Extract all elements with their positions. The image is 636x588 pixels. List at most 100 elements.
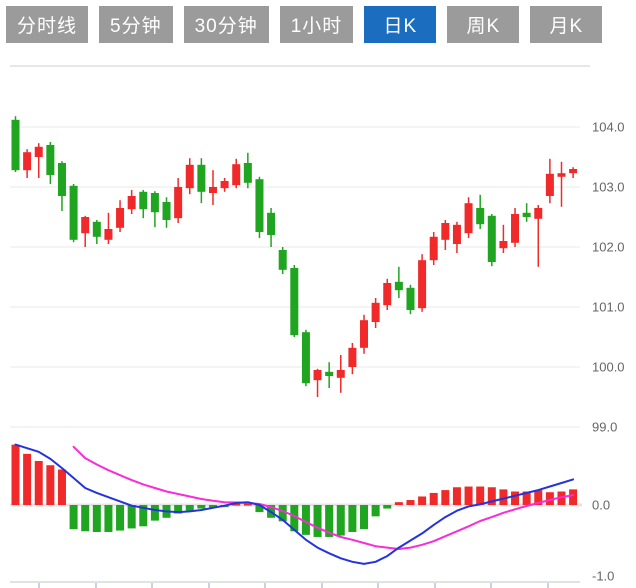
candle-body [197,164,206,192]
tab-30min[interactable]: 30分钟 [183,6,269,43]
macd-bar [511,491,520,505]
tab-weekly-k[interactable]: 周K [447,6,520,43]
candlestick-series [11,116,578,397]
tab-time-line[interactable]: 分时线 [6,6,89,43]
candle [116,200,125,232]
macd-bar [557,491,566,505]
price-tick-label: 100.0 [592,360,625,375]
candle-body [243,163,252,183]
macd-bar [383,505,392,509]
macd-bar [534,490,543,505]
candle [452,221,461,253]
dea-line [72,445,575,550]
tab-5min[interactable]: 5分钟 [99,6,173,43]
candle-body [278,250,287,270]
candle-body [325,371,334,376]
candle [394,266,403,298]
price-tick-label: 102.0 [592,240,625,255]
candle [232,158,241,189]
macd-bar [406,500,415,505]
candle [499,224,508,253]
candle [92,220,101,244]
candle [360,314,369,354]
macd-histogram [11,444,578,537]
candle-body [348,347,357,367]
macd-bar [34,460,43,505]
macd-bar [452,487,461,505]
candle-body [208,187,217,193]
macd-bar [290,505,299,532]
macd-bar [116,505,125,531]
candle-body [383,283,392,306]
tab-monthly-k[interactable]: 月K [530,6,603,43]
candle [487,214,496,267]
candle [46,142,55,184]
price-tick-label: 99.0 [592,420,617,435]
candle [348,343,357,375]
candle-body [139,191,148,210]
macd-bar [569,489,578,505]
macd-bar [243,503,252,506]
macd-bar [348,505,357,532]
macd-bar [325,505,334,537]
candle [441,220,450,250]
macd-bar [418,496,427,505]
macd-bar [150,505,159,521]
price-tick-label: 103.0 [592,180,625,195]
candle [81,215,90,247]
candle [127,190,136,214]
macd-bar [487,487,496,505]
macd-bar [127,505,136,529]
candle [418,254,427,312]
candle-body [429,236,438,261]
candle-body [487,215,496,262]
candle [197,158,206,204]
candle [243,152,252,189]
candle [301,329,310,387]
candle [185,158,194,195]
candle [429,232,438,265]
candle [336,355,345,393]
macd-bar [360,505,369,530]
macd-bar [57,469,66,505]
candle [162,197,171,228]
price-axis-labels: 104.0 103.0 102.0 101.0 100.0 99.0 [592,120,625,435]
candle-body [162,202,171,220]
candle-body [452,224,461,244]
candle-body [23,152,32,171]
macd-bar [23,453,32,505]
candle [255,176,264,238]
candle [557,161,566,207]
candle-body [545,173,554,196]
macd-bar [174,505,183,514]
candle [464,197,473,238]
candle [522,203,531,222]
candle-body [255,179,264,232]
tab-daily-k[interactable]: 日K [364,6,437,43]
candle-body [406,287,415,310]
candle-body [360,320,369,348]
macd-bar [522,491,531,505]
macd-axis-labels: 0.0 -1.0 [592,498,614,584]
macd-bar [69,505,78,530]
candle-body [81,217,90,234]
candle [174,178,183,223]
period-tab-bar: 分时线 5分钟 30分钟 1小时 日K 周K 月K [6,6,603,43]
dif-line [14,443,575,565]
macd-bar [208,505,217,508]
candle-body [127,196,136,210]
tab-1hour[interactable]: 1小时 [279,6,354,43]
macd-bar [441,490,450,505]
candle [69,184,78,243]
price-tick-label: 104.0 [592,120,625,135]
candle [139,190,148,219]
bottom-axis [10,581,580,588]
candle-body [104,229,113,240]
candle [278,247,287,274]
candle-body [476,208,485,225]
macd-bar [278,505,287,522]
candle [569,167,578,178]
candle [23,149,32,178]
candle-body [313,370,322,381]
